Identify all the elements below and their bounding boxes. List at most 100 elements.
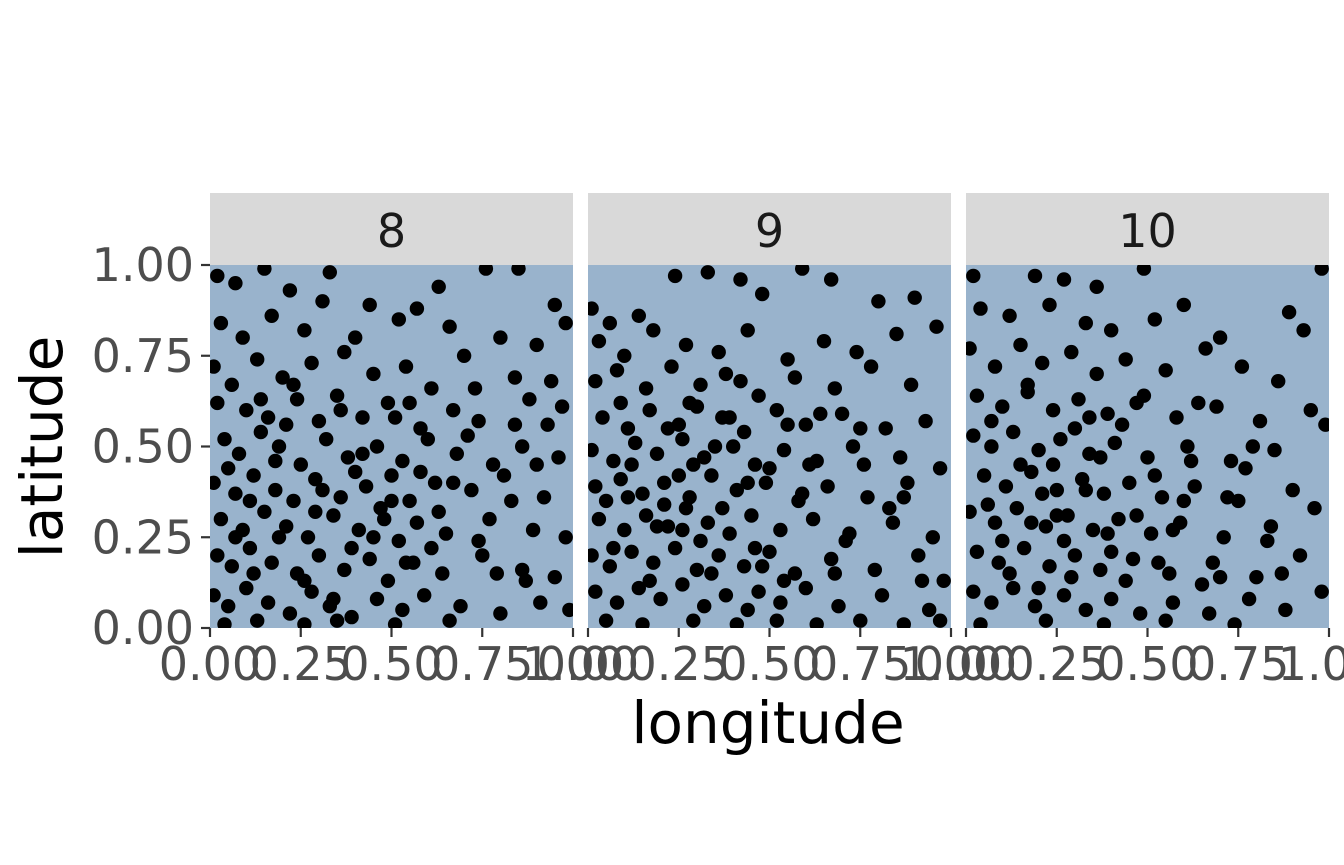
y-tick-label: 0.75 [92, 329, 194, 383]
data-point [446, 403, 461, 418]
facet-strip-background [588, 193, 951, 265]
data-point [733, 272, 748, 287]
data-point [1183, 453, 1199, 469]
data-point [860, 490, 875, 505]
x-tick-label: 0.00 [537, 637, 639, 691]
data-point [1154, 490, 1170, 505]
data-point [344, 540, 359, 556]
data-point [1303, 403, 1319, 418]
data-point [289, 392, 305, 407]
data-point [1314, 265, 1329, 276]
data-point [355, 410, 370, 425]
data-point [813, 406, 828, 421]
data-point [588, 301, 599, 316]
data-point [329, 388, 345, 403]
data-point [729, 617, 744, 628]
data-point [1202, 606, 1217, 621]
data-point [1278, 602, 1293, 618]
data-point [326, 508, 341, 523]
data-point [340, 450, 356, 465]
data-point [464, 482, 479, 498]
data-point [798, 417, 813, 432]
data-point [1169, 410, 1184, 425]
data-point [1209, 399, 1224, 414]
data-point [646, 555, 661, 570]
data-point [304, 355, 319, 371]
data-point [707, 439, 723, 454]
data-point [1045, 403, 1061, 418]
data-point [1064, 570, 1079, 585]
x-tick-label: 0.50 [1096, 637, 1198, 691]
data-point [591, 334, 607, 349]
data-point [980, 497, 995, 512]
data-point [239, 403, 254, 418]
data-point [1042, 297, 1057, 313]
data-point [678, 337, 694, 353]
data-point [315, 482, 330, 498]
data-point [562, 602, 573, 618]
data-point [969, 544, 985, 559]
data-point [475, 548, 490, 563]
data-point [751, 388, 766, 403]
data-point [693, 533, 708, 549]
data-point [496, 468, 512, 483]
data-point [1006, 580, 1021, 596]
data-point [337, 344, 352, 360]
data-point [635, 617, 650, 628]
data-point [591, 511, 607, 527]
data-point [588, 548, 599, 563]
data-point [609, 595, 625, 610]
data-point [1089, 279, 1104, 294]
data-point [242, 493, 258, 509]
data-point [675, 432, 690, 447]
data-point [747, 457, 763, 472]
data-point [1267, 442, 1282, 458]
data-point [758, 475, 774, 490]
data-point [409, 301, 425, 316]
data-point [1122, 475, 1137, 490]
data-point [893, 450, 908, 465]
data-point [903, 377, 919, 392]
facet-strip-label: 10 [1118, 204, 1177, 258]
data-point [984, 595, 999, 610]
data-point [1082, 410, 1097, 425]
data-point [776, 573, 792, 588]
data-point [1147, 468, 1163, 483]
data-point [536, 490, 552, 505]
data-point [762, 544, 777, 559]
data-point [671, 417, 686, 432]
data-point [824, 551, 839, 567]
data-point [369, 591, 385, 607]
data-point [682, 490, 697, 505]
data-point [1212, 330, 1228, 345]
data-point [682, 395, 697, 411]
facet-strip-background [210, 193, 573, 265]
data-point [257, 265, 272, 276]
data-point [293, 457, 308, 472]
data-point [711, 344, 726, 360]
data-point [838, 533, 853, 549]
x-tick-label: 0.75 [1187, 637, 1289, 691]
data-point [1035, 486, 1050, 501]
data-point [820, 479, 835, 494]
data-point [667, 540, 683, 556]
data-point [1067, 421, 1083, 436]
data-point [1031, 442, 1046, 458]
data-point [221, 461, 236, 476]
data-point [1038, 613, 1054, 628]
data-point [1136, 265, 1152, 276]
data-point [253, 392, 268, 407]
data-point [718, 366, 734, 382]
data-point [718, 588, 734, 603]
data-point [1082, 446, 1097, 461]
data-point [700, 265, 715, 280]
data-point [286, 493, 301, 509]
data-point [805, 511, 821, 527]
data-point [736, 559, 752, 574]
data-point [751, 584, 766, 599]
data-point [704, 566, 719, 581]
data-point [598, 493, 614, 509]
data-point [507, 370, 523, 385]
data-point [588, 442, 599, 458]
